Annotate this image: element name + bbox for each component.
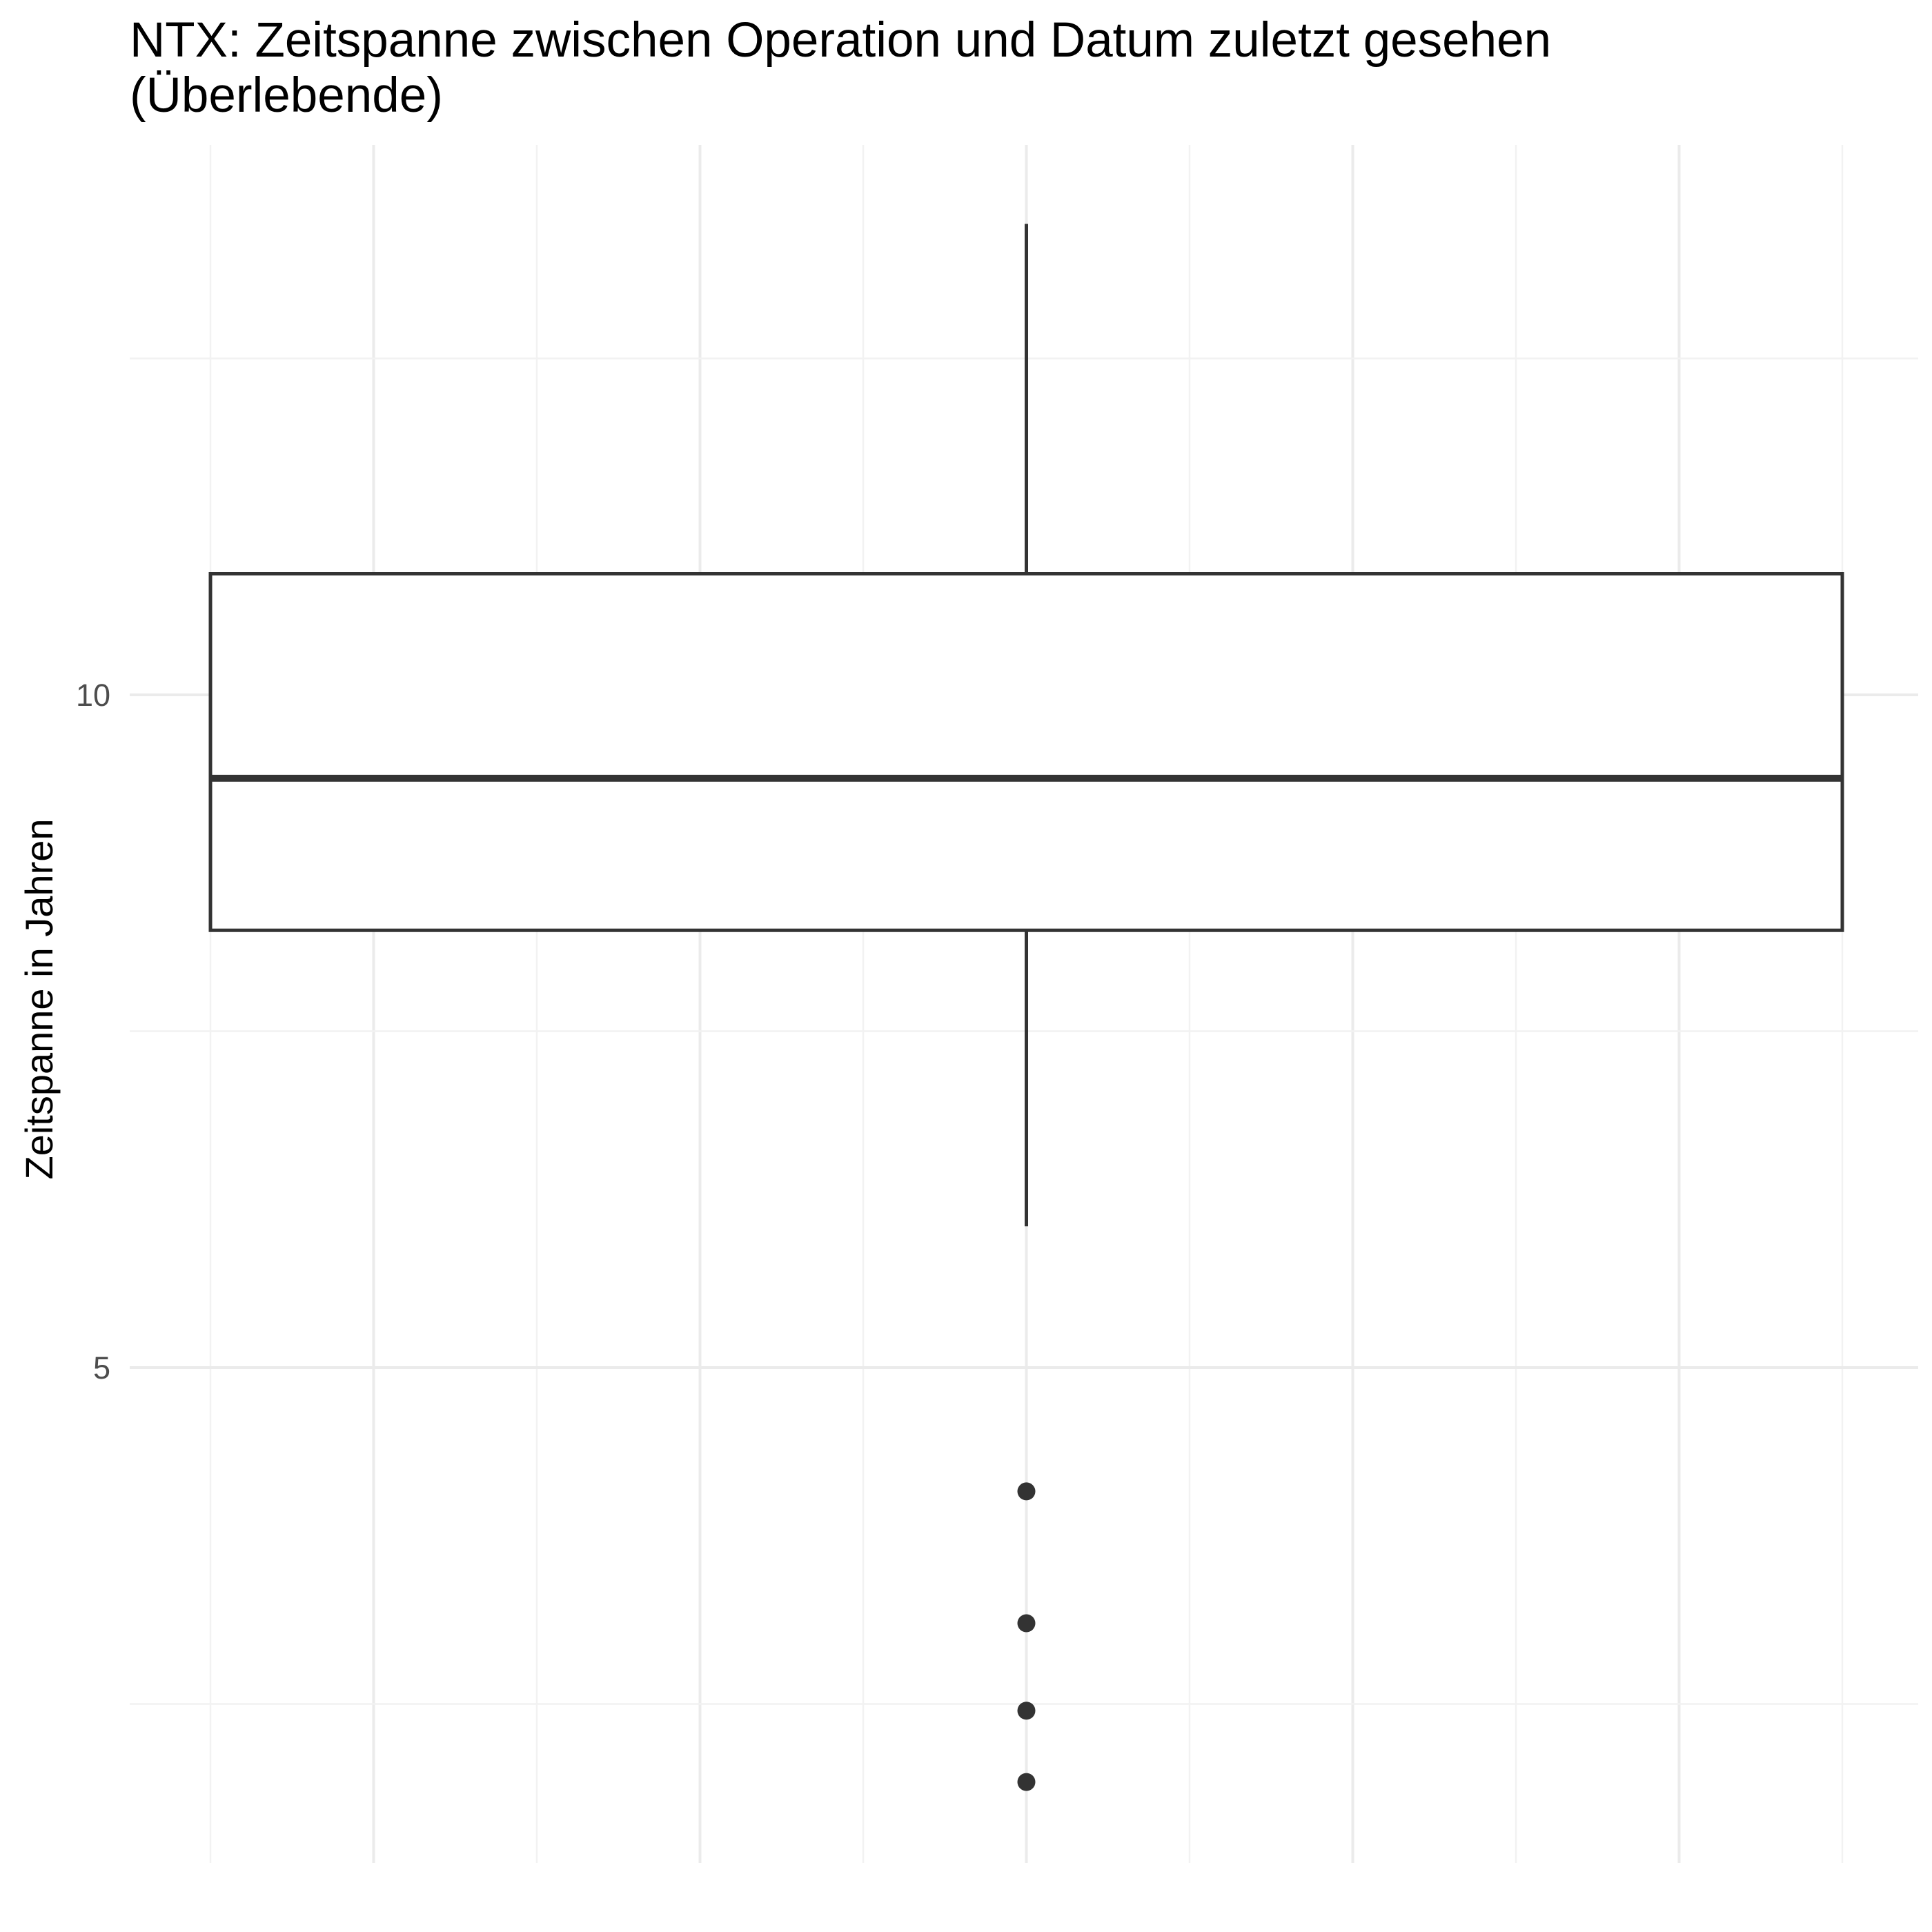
outlier-point xyxy=(1017,1702,1036,1720)
chart-title-line-2: (Überlebende) xyxy=(130,68,443,123)
grid-lines xyxy=(130,145,1918,1863)
chart-marks xyxy=(208,224,1844,1791)
outlier-point xyxy=(1017,1482,1036,1501)
y-tick-labels: 5 10 xyxy=(76,678,110,1386)
y-axis-label: Zeitspanne in Jahren xyxy=(17,818,61,1179)
outlier-point xyxy=(1017,1773,1036,1791)
y-tick-label: 10 xyxy=(76,678,110,713)
box-iqr xyxy=(208,572,1844,932)
outlier-point xyxy=(1017,1614,1036,1633)
y-tick-label: 5 xyxy=(93,1350,110,1386)
chart-title-line-1: NTX: Zeitspanne zwischen Operation und D… xyxy=(130,13,1551,68)
